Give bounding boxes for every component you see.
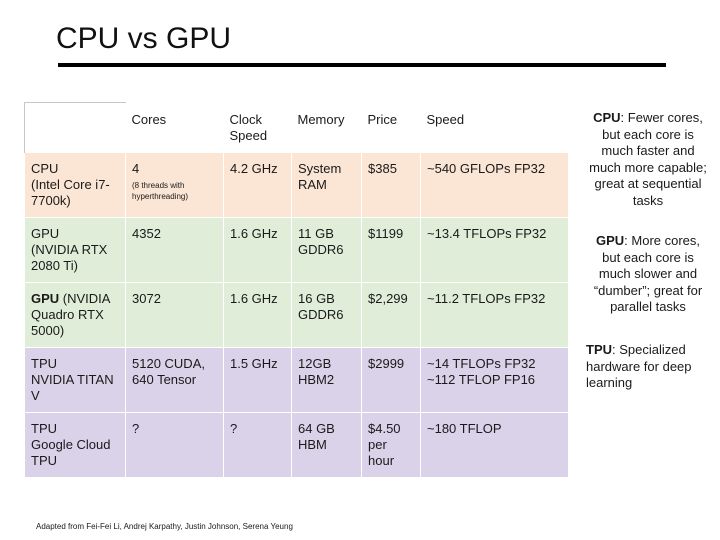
note-text: : Fewer cores, but each core is much fas… <box>589 110 707 208</box>
slide-title: CPU vs GPU <box>56 22 232 55</box>
price-cell: $385 <box>361 152 421 218</box>
speed-cell: ~13.4 TFLOPs FP32 <box>420 217 569 283</box>
clock-cell: 1.5 GHz <box>223 347 292 413</box>
device-type: TPU <box>31 356 57 371</box>
clock-cell: ? <box>223 412 292 478</box>
device-name-cell: GPU (NVIDIA RTX 2080 Ti) <box>24 217 126 283</box>
speed-cell: ~11.2 TFLOPs FP32 <box>420 282 569 348</box>
comparison-table: Cores Clock Speed Memory Price Speed CPU… <box>24 102 569 478</box>
device-model: (NVIDIA RTX 2080 Ti) <box>31 242 108 273</box>
gpu-note: GPU: More cores, but each core is much s… <box>586 233 710 316</box>
table-row: GPU (NVIDIA RTX 2080 Ti) 4352 1.6 GHz 11 … <box>24 217 569 283</box>
cores-cell: 3072 <box>125 282 224 348</box>
title-divider <box>58 63 666 67</box>
memory-cell: 16 GB GDDR6 <box>291 282 362 348</box>
header-cores: Cores <box>125 102 224 153</box>
device-name-cell: GPU (NVIDIA Quadro RTX 5000) <box>24 282 126 348</box>
table-row: GPU (NVIDIA Quadro RTX 5000) 3072 1.6 GH… <box>24 282 569 348</box>
note-heading: GPU <box>595 233 625 248</box>
header-price: Price <box>361 102 421 153</box>
table-header-row: Cores Clock Speed Memory Price Speed <box>24 102 569 153</box>
memory-cell: 12GB HBM2 <box>291 347 362 413</box>
cores-cell: 4352 <box>125 217 224 283</box>
attribution: Adapted from Fei-Fei Li, Andrej Karpathy… <box>36 522 293 531</box>
memory-cell: System RAM <box>291 152 362 218</box>
header-corner <box>24 102 126 153</box>
tpu-note: TPU: Specialized hardware for deep learn… <box>586 342 710 392</box>
device-type: GPU <box>31 226 60 241</box>
device-model: NVIDIA TITAN V <box>31 372 114 403</box>
note-heading: TPU <box>586 342 612 357</box>
device-model: (Intel Core i7-7700k) <box>31 177 110 208</box>
note-heading: CPU <box>593 110 621 125</box>
header-memory: Memory <box>291 102 362 153</box>
header-clock-speed: Clock Speed <box>223 102 292 153</box>
price-cell: $2999 <box>361 347 421 413</box>
clock-cell: 1.6 GHz <box>223 217 292 283</box>
memory-cell: 64 GB HBM <box>291 412 362 478</box>
cores-cell: 4 (8 threads with hyperthreading) <box>125 152 224 218</box>
device-name-cell: CPU (Intel Core i7-7700k) <box>24 152 126 218</box>
device-name-cell: TPU Google Cloud TPU <box>24 412 126 478</box>
speed-cell: ~180 TFLOP <box>420 412 569 478</box>
device-model: (NVIDIA Quadro RTX 5000) <box>31 291 110 338</box>
speed-cell: ~14 TFLOPs FP32 ~112 TFLOP FP16 <box>420 347 569 413</box>
price-cell: $4.50 per hour <box>361 412 421 478</box>
device-type: GPU <box>31 291 60 306</box>
cores-value: 4 <box>132 161 140 176</box>
clock-cell: 1.6 GHz <box>223 282 292 348</box>
device-name-cell: TPU NVIDIA TITAN V <box>24 347 126 413</box>
note-text: : More cores, but each core is much slow… <box>593 233 703 314</box>
device-type: TPU <box>31 421 57 436</box>
memory-cell: 11 GB GDDR6 <box>291 217 362 283</box>
speed-cell: ~540 GFLOPs FP32 <box>420 152 569 218</box>
price-cell: $2,299 <box>361 282 421 348</box>
cores-cell: ? <box>125 412 224 478</box>
price-cell: $1199 <box>361 217 421 283</box>
device-model: Google Cloud TPU <box>31 437 111 468</box>
table-row: TPU NVIDIA TITAN V 5120 CUDA, 640 Tensor … <box>24 347 569 413</box>
cores-cell: 5120 CUDA, 640 Tensor <box>125 347 224 413</box>
device-type: CPU <box>31 161 59 176</box>
cpu-note: CPU: Fewer cores, but each core is much … <box>586 110 710 209</box>
header-speed: Speed <box>420 102 569 153</box>
clock-cell: 4.2 GHz <box>223 152 292 218</box>
table-row: CPU (Intel Core i7-7700k) 4 (8 threads wit… <box>24 152 569 218</box>
note-text: : Specialized hardware for deep learning <box>586 342 692 390</box>
table-row: TPU Google Cloud TPU ? ? 64 GB HBM $4.50 … <box>24 412 569 478</box>
cores-note: (8 threads with hyperthreading) <box>132 181 189 201</box>
